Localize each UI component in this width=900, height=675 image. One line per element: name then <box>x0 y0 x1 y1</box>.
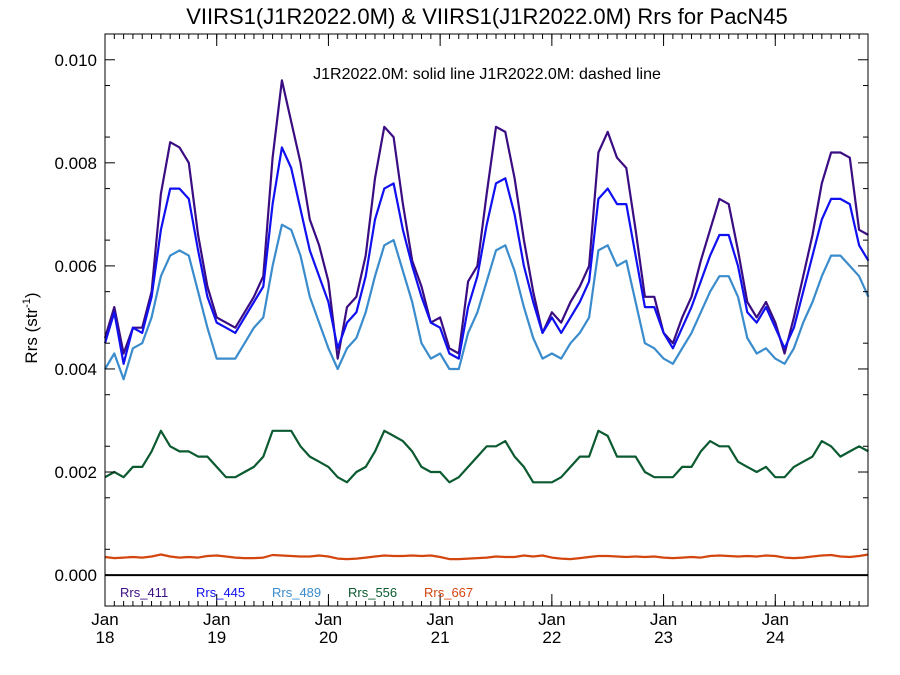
y-axis-label-text: Rrs (str <box>22 308 41 364</box>
svg-text:Rrs (str-1): Rrs (str-1) <box>21 292 41 363</box>
plot-frame <box>104 33 869 607</box>
series-line-rrs-667 <box>104 553 869 561</box>
x-tick-label-year: 19 <box>207 628 226 647</box>
series-line-rrs-556 <box>104 429 869 484</box>
legend-entry-rrs-667: Rrs_667 <box>424 585 473 600</box>
y-tick-label: 0.004 <box>54 360 97 379</box>
x-tick-label-year: 20 <box>319 628 338 647</box>
y-axis-label-superscript: -1 <box>21 298 33 308</box>
series-line-rrs-411 <box>103 79 869 360</box>
x-tick-label-month: Jan <box>762 610 789 629</box>
x-tick-label-month: Jan <box>426 610 453 629</box>
x-tick-label-year: 21 <box>431 628 450 647</box>
x-tick-label-month: Jan <box>538 610 565 629</box>
series-line-rrs-445 <box>103 146 870 365</box>
y-tick-label: 0.000 <box>54 566 97 585</box>
legend-entry-rrs-445: Rrs_445 <box>196 585 245 600</box>
x-tick-label-year: 18 <box>96 628 115 647</box>
y-tick-label: 0.006 <box>54 257 97 276</box>
x-tick-label-month: Jan <box>650 610 677 629</box>
y-tick-label: 0.010 <box>54 51 97 70</box>
x-tick-label-month: Jan <box>91 610 118 629</box>
x-tick-label-year: 22 <box>542 628 561 647</box>
x-tick-label-year: 24 <box>766 628 785 647</box>
y-axis-label-close: ) <box>22 292 41 298</box>
legend-entry-rrs-556: Rrs_556 <box>348 585 397 600</box>
x-tick-label-month: Jan <box>203 610 230 629</box>
legend-entry-rrs-489: Rrs_489 <box>272 585 321 600</box>
x-tick-label-year: 23 <box>654 628 673 647</box>
x-tick-label-month: Jan <box>315 610 342 629</box>
y-tick-label: 0.008 <box>54 154 97 173</box>
y-tick-label: 0.002 <box>54 463 97 482</box>
series-line-rrs-489 <box>104 223 870 381</box>
line-style-annotation: J1R2022.0M: solid line J1R2022.0M: dashe… <box>313 66 661 83</box>
chart-title: VIIRS1(J1R2022.0M) & VIIRS1(J1R2022.0M) … <box>186 4 788 29</box>
legend-entry-rrs-411: Rrs_411 <box>120 585 168 600</box>
y-axis-label: Rrs (str-1) <box>21 292 41 363</box>
